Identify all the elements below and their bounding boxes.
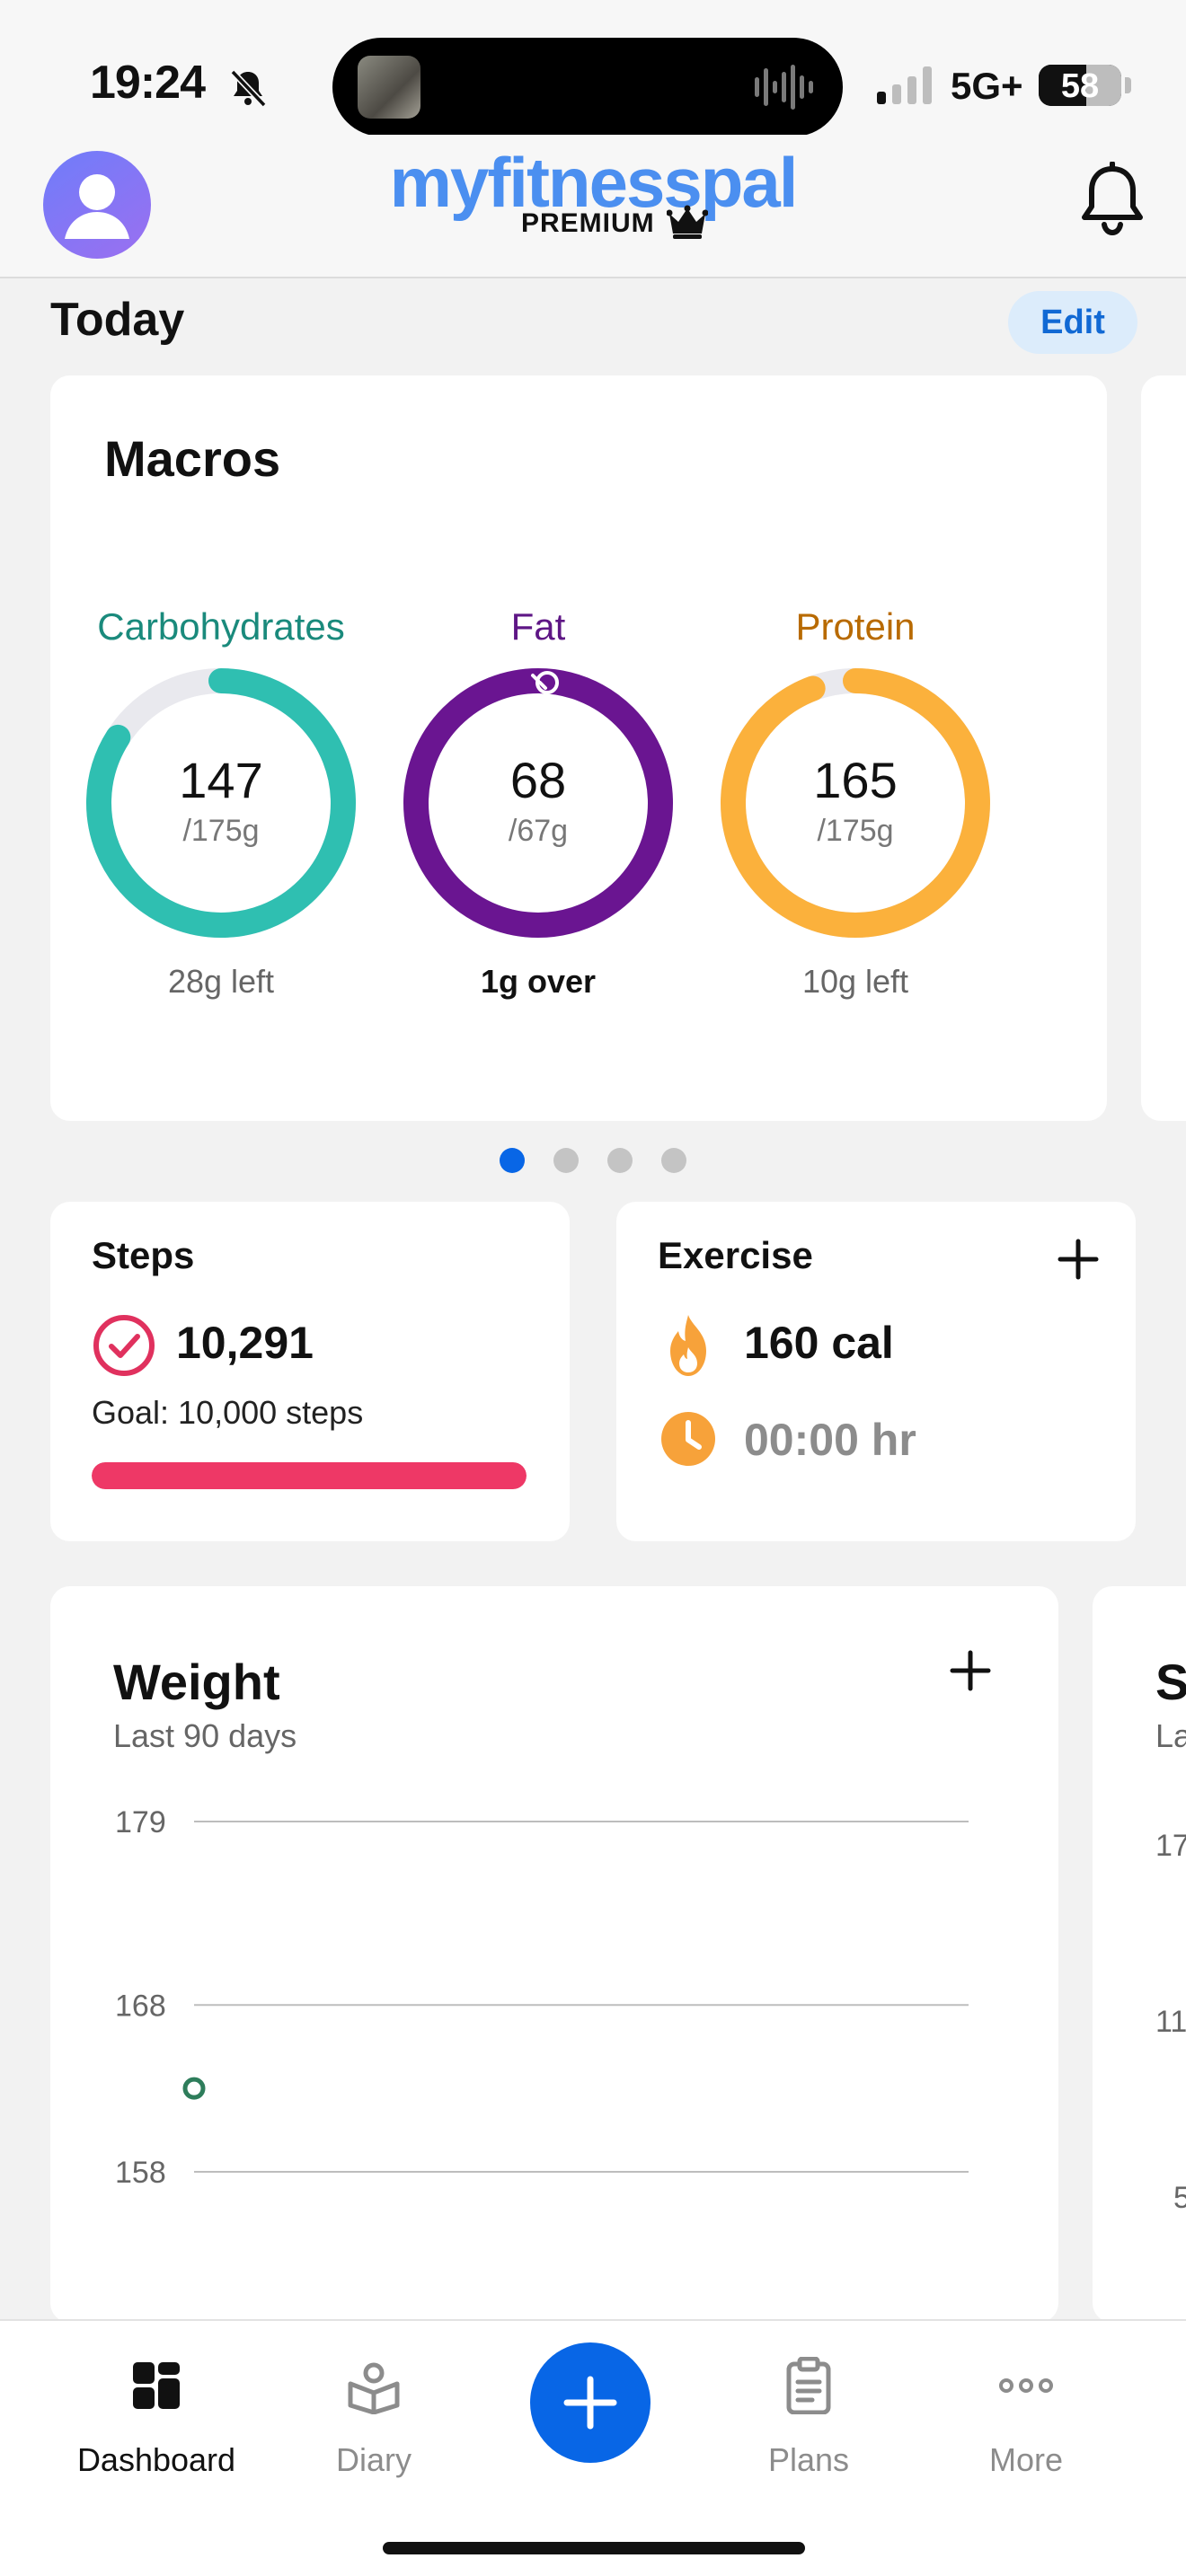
battery-tip	[1125, 77, 1131, 93]
next-card-peek[interactable]	[1141, 375, 1186, 1121]
macro-fat: Fat 68 /67g 1g over	[394, 600, 682, 1001]
flame-icon	[670, 1315, 706, 1376]
exercise-card[interactable]: Exercise 160 cal 00:00 hr	[616, 1202, 1136, 1541]
cellular-signal-icon	[877, 66, 932, 104]
exercise-title: Exercise	[658, 1234, 813, 1276]
macro-goal: /175g	[182, 814, 260, 848]
ring-progress	[86, 668, 356, 938]
weight-title: Weight	[113, 1654, 280, 1710]
carbohydrates-ring	[86, 668, 356, 938]
macro-ring: 165 /175g	[721, 668, 990, 938]
crown-icon	[667, 205, 708, 239]
macro-goal: /67g	[508, 814, 569, 848]
steps-card[interactable]: Steps 10,291 Goal: 10,000 steps	[50, 1202, 570, 1541]
premium-label: PREMIUM	[521, 208, 655, 238]
steps-title: Steps	[92, 1234, 195, 1276]
peek-card-title: S	[1155, 1654, 1186, 1710]
tab-label: Plans	[767, 2441, 850, 2478]
check-circle-icon	[93, 1315, 155, 1376]
macro-name: Carbohydrates	[97, 605, 345, 648]
battery-empty	[1086, 65, 1121, 106]
steps-goal: Goal: 10,000 steps	[92, 1394, 364, 1431]
weight-subtitle: Last 90 days	[113, 1717, 297, 1754]
dashboard-icon	[133, 2362, 180, 2409]
peek-tick-label: 5	[1173, 2181, 1186, 2215]
today-title: Today	[50, 294, 185, 346]
steps-count: 10,291	[176, 1318, 314, 1368]
macros-card[interactable]: Macros Carbohydrates 147 /175g 28g left …	[50, 375, 1107, 1121]
avatar[interactable]	[43, 151, 151, 259]
dynamic-island[interactable]	[332, 38, 843, 137]
add-weight-button[interactable]	[940, 1640, 1001, 1701]
tab-label: Diary	[335, 2441, 412, 2478]
battery-indicator: 58	[1039, 65, 1121, 106]
edit-button[interactable]: Edit	[1008, 291, 1137, 354]
tab-label: More	[988, 2441, 1064, 2478]
status-time: 19:24	[90, 57, 206, 109]
macro-ring: 147 /175g	[86, 668, 356, 938]
macro-protein: Protein 165 /175g 10g left	[712, 600, 999, 1001]
ring-progress	[721, 668, 990, 938]
tab-diary[interactable]: Diary	[284, 2357, 464, 2479]
user-icon	[65, 174, 129, 239]
page-dot[interactable]	[553, 1148, 579, 1173]
network-type: 5G+	[951, 65, 1023, 107]
peek-card-subtitle: La	[1155, 1717, 1186, 1754]
more-icon	[999, 2378, 1053, 2393]
add-exercise-button[interactable]	[1048, 1229, 1109, 1290]
notifications-bell-icon[interactable]	[1076, 162, 1148, 237]
tab-bar: Dashboard Diary Plans More	[0, 2319, 1186, 2576]
clipboard-icon	[786, 2357, 831, 2414]
carousel-page-dots[interactable]	[500, 1148, 697, 1175]
weight-chart: 179 168 158	[115, 1805, 969, 2190]
exercise-duration: 00:00 hr	[744, 1415, 916, 1465]
tab-more[interactable]: More	[936, 2357, 1116, 2479]
now-playing-thumbnail[interactable]	[358, 56, 420, 119]
battery-percent: 58	[1060, 67, 1100, 105]
fat-ring	[403, 668, 673, 938]
y-tick-label: 158	[115, 2156, 166, 2190]
quick-add-button[interactable]	[530, 2342, 651, 2463]
macro-ring: 68 /67g	[403, 668, 673, 938]
protein-ring	[721, 668, 990, 938]
battery-fill	[1039, 65, 1087, 106]
steps-progress-fill	[92, 1462, 527, 1489]
tab-label: Dashboard	[76, 2441, 236, 2478]
audio-wave-icon	[755, 65, 813, 110]
page-dot[interactable]	[607, 1148, 633, 1173]
weight-card[interactable]: Weight Last 90 days 179 168 158	[50, 1586, 1058, 2323]
tab-plans[interactable]: Plans	[719, 2357, 898, 2479]
y-tick-label: 179	[115, 1805, 166, 1839]
macro-goal: /175g	[817, 814, 894, 848]
macro-value: 68	[509, 752, 567, 808]
macro-remaining: 28g left	[167, 963, 275, 1000]
macro-name: Fat	[510, 605, 566, 648]
next-chart-card-peek[interactable]: S La 17 11 5	[1093, 1586, 1186, 2323]
y-tick-label: 168	[115, 1989, 166, 2023]
macro-remaining: 10g left	[801, 963, 909, 1000]
over-goal-marker-cap	[535, 671, 559, 694]
page-dot[interactable]	[661, 1148, 686, 1173]
diary-icon	[348, 2362, 400, 2414]
bell-slash-icon	[230, 69, 267, 108]
macro-value: 165	[813, 752, 898, 808]
page-dot[interactable]	[500, 1148, 525, 1173]
macro-name: Protein	[795, 605, 916, 648]
peek-tick-label: 17	[1155, 1829, 1186, 1863]
exercise-calories: 160 cal	[744, 1318, 894, 1368]
macros-title: Macros	[104, 430, 281, 487]
macro-carbohydrates: Carbohydrates 147 /175g 28g left	[77, 600, 365, 1001]
app-header: myfitnesspal PREMIUM	[0, 135, 1186, 278]
macro-remaining: 1g over	[480, 963, 597, 1000]
clock-icon	[661, 1412, 715, 1466]
peek-tick-label: 11	[1155, 2005, 1186, 2039]
home-indicator[interactable]	[383, 2542, 805, 2554]
brand-logo: myfitnesspal	[389, 143, 799, 222]
weight-data-point[interactable]	[182, 2077, 206, 2100]
plus-icon	[563, 2376, 617, 2430]
status-bar: 19:24 5G+ 58	[0, 0, 1186, 153]
tab-dashboard[interactable]: Dashboard	[66, 2357, 246, 2479]
steps-progress-bar	[92, 1462, 527, 1489]
macro-value: 147	[179, 752, 263, 808]
